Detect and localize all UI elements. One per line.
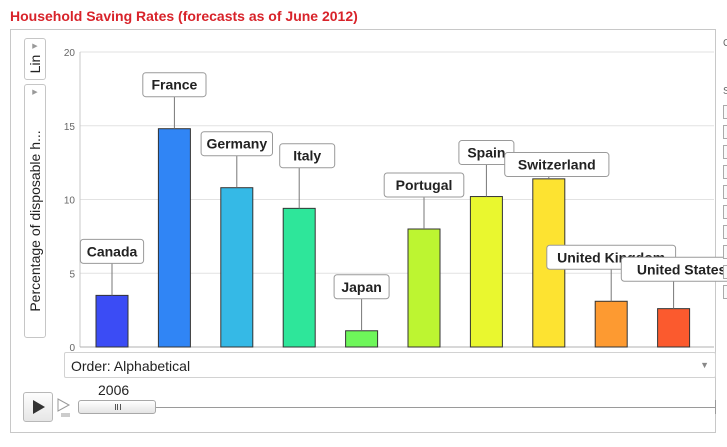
side-panel-cell[interactable] [723, 185, 727, 199]
data-label: United States [637, 261, 727, 277]
side-panel-cell[interactable] [723, 145, 727, 159]
play-button[interactable] [23, 392, 53, 422]
y-axis-selector[interactable]: ▶ Percentage of disposable h... [24, 84, 46, 338]
bar [220, 187, 254, 348]
side-panel-cell[interactable] [723, 265, 727, 279]
y-tick-label: 5 [69, 269, 75, 280]
side-panel-cell[interactable] [723, 205, 727, 219]
timeline-track-end [715, 400, 716, 414]
side-panel-fragment: S [723, 86, 727, 97]
timeline-year: 2006 [98, 382, 130, 398]
data-label: Canada [87, 243, 138, 259]
data-label-box [620, 256, 727, 282]
side-panel-cell[interactable] [723, 165, 727, 179]
bar [594, 300, 628, 348]
speed-control-icon[interactable] [57, 397, 71, 417]
chart-title: Household Saving Rates (forecasts as of … [10, 8, 358, 24]
data-label: Spain [467, 145, 505, 161]
timeline-slider-thumb[interactable] [78, 400, 156, 414]
data-label: Japan [341, 279, 381, 295]
data-label: Italy [293, 148, 321, 164]
side-panel-cell[interactable] [723, 225, 727, 239]
data-label-box [504, 152, 610, 178]
data-label-box [383, 172, 465, 198]
timeline-track[interactable] [78, 407, 716, 408]
side-panel-cell[interactable] [723, 285, 727, 299]
order-dropdown-label: Order: Alphabetical [71, 358, 191, 374]
data-label-box [279, 143, 336, 169]
grip-icon [115, 404, 121, 410]
y-tick-label: 10 [64, 196, 76, 207]
data-label-box [79, 238, 145, 264]
bar [95, 294, 129, 348]
bar [469, 196, 503, 348]
bar [157, 128, 191, 348]
side-panel-fragment: C [723, 38, 727, 49]
play-icon [33, 400, 45, 414]
dropdown-arrow-icon: ▼ [700, 360, 709, 370]
bar [657, 308, 691, 348]
selector-arrow-icon: ▶ [32, 43, 38, 50]
data-label-box [200, 131, 274, 157]
order-dropdown[interactable]: Order: Alphabetical ▼ [64, 352, 716, 378]
selector-arrow-icon: ▶ [32, 89, 38, 96]
data-label: Germany [206, 136, 267, 152]
y-tick-label: 0 [69, 343, 75, 354]
data-label: Switzerland [518, 157, 596, 173]
bar [282, 207, 316, 348]
x-scale-selector[interactable]: ▶ Lin [24, 38, 46, 80]
bar [407, 228, 441, 348]
data-label: France [151, 77, 197, 93]
side-panel-cell[interactable] [723, 245, 727, 259]
data-label-box [142, 72, 207, 98]
y-tick-label: 15 [64, 122, 76, 133]
data-label-box [333, 274, 390, 300]
side-panel-cell[interactable] [723, 125, 727, 139]
y-tick-label: 20 [64, 48, 76, 59]
side-panel-cell[interactable] [723, 105, 727, 119]
bar [345, 330, 379, 348]
data-label: Portugal [396, 177, 453, 193]
